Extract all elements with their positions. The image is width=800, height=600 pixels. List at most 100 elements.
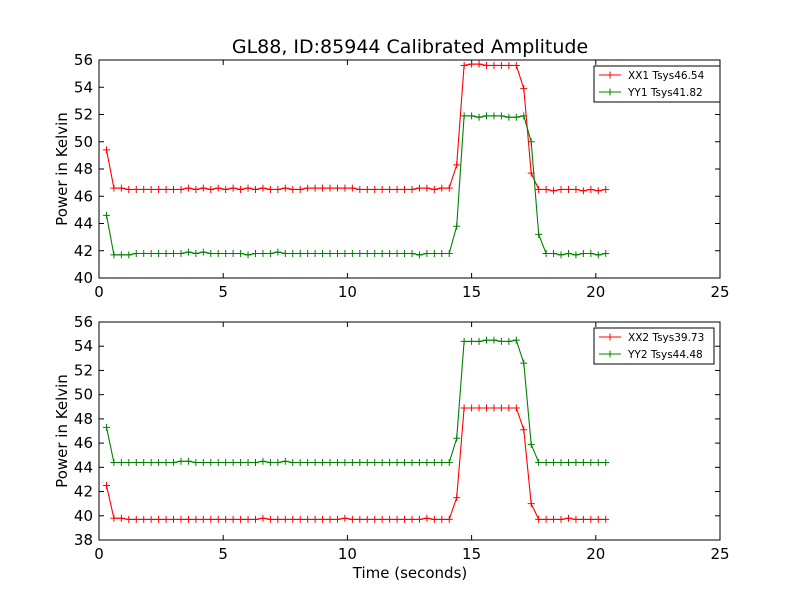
data-point-marker — [147, 185, 155, 193]
legend-label: XX2 Tsys39.73 — [628, 332, 704, 344]
y-tick-label: 38 — [74, 531, 93, 549]
data-point-marker — [490, 336, 498, 344]
data-point-marker — [535, 185, 543, 193]
data-point-marker — [184, 457, 192, 465]
data-point-marker — [132, 185, 140, 193]
data-point-marker — [311, 458, 319, 466]
data-point-marker — [602, 185, 610, 193]
data-point-marker — [550, 249, 558, 257]
data-point-marker — [475, 60, 483, 68]
data-point-marker — [162, 185, 170, 193]
legend-label: YY1 Tsys41.82 — [627, 87, 703, 99]
data-point-marker — [378, 185, 386, 193]
data-point-marker — [438, 515, 446, 523]
data-point-marker — [438, 249, 446, 257]
data-point-marker — [274, 515, 282, 523]
data-point-marker — [132, 515, 140, 523]
data-point-marker — [155, 458, 163, 466]
data-point-marker — [162, 458, 170, 466]
data-point-marker — [296, 515, 304, 523]
data-point-marker — [505, 61, 513, 69]
data-point-marker — [415, 515, 423, 523]
data-point-marker — [415, 184, 423, 192]
data-point-marker — [572, 515, 580, 523]
y-tick-label: 42 — [74, 242, 93, 260]
data-point-marker — [177, 457, 185, 465]
data-point-marker — [453, 494, 461, 502]
x-tick-label: 0 — [94, 283, 104, 301]
data-point-marker — [475, 404, 483, 412]
data-point-marker — [542, 249, 550, 257]
data-point-marker — [438, 184, 446, 192]
data-point-marker — [110, 251, 118, 259]
data-point-marker — [356, 458, 364, 466]
y-tick-label: 48 — [74, 410, 93, 428]
data-point-marker — [587, 458, 595, 466]
data-point-marker — [371, 515, 379, 523]
data-point-marker — [289, 515, 297, 523]
data-point-marker — [371, 249, 379, 257]
data-point-marker — [520, 112, 528, 120]
data-point-marker — [147, 458, 155, 466]
data-point-marker — [453, 434, 461, 442]
data-point-marker — [319, 515, 327, 523]
data-point-marker — [542, 185, 550, 193]
data-point-marker — [393, 458, 401, 466]
x-tick-label: 0 — [94, 545, 104, 563]
data-point-marker — [393, 185, 401, 193]
data-point-marker — [497, 404, 505, 412]
data-point-marker — [192, 185, 200, 193]
data-point-marker — [207, 515, 215, 523]
data-point-marker — [348, 515, 356, 523]
plot-panel-top: 0 5 10 15 20 25 40 42 44 46 48 50 52 54 56 Power in Kel… — [53, 51, 730, 301]
data-point-marker — [423, 514, 431, 522]
data-point-marker — [259, 457, 267, 465]
data-point-marker — [356, 515, 364, 523]
data-point-marker — [162, 515, 170, 523]
data-point-marker — [393, 515, 401, 523]
data-point-marker — [214, 249, 222, 257]
y-tick-label: 46 — [74, 434, 93, 452]
data-point-marker — [296, 458, 304, 466]
y-tick-label: 54 — [74, 78, 93, 96]
data-point-marker — [140, 515, 148, 523]
data-point-marker — [117, 458, 125, 466]
data-point-marker — [289, 185, 297, 193]
y-tick-label: 46 — [74, 187, 93, 205]
data-point-marker — [177, 249, 185, 257]
data-point-marker — [319, 458, 327, 466]
data-point-marker — [401, 515, 409, 523]
data-point-marker — [266, 515, 274, 523]
data-point-marker — [348, 184, 356, 192]
data-point-marker — [199, 458, 207, 466]
x-axis-label: Time (seconds) — [352, 564, 468, 582]
data-point-marker — [281, 249, 289, 257]
data-point-marker — [155, 249, 163, 257]
data-point-marker — [229, 184, 237, 192]
data-point-marker — [594, 251, 602, 259]
legend-label: YY2 Tsys44.48 — [627, 349, 703, 361]
data-point-marker — [229, 249, 237, 257]
data-point-marker — [348, 458, 356, 466]
data-point-marker — [311, 515, 319, 523]
data-point-marker — [468, 404, 476, 412]
data-point-marker — [110, 458, 118, 466]
data-point-marker — [326, 184, 334, 192]
data-point-marker — [386, 249, 394, 257]
data-point-marker — [497, 61, 505, 69]
data-point-marker — [445, 249, 453, 257]
data-point-marker — [326, 249, 334, 257]
data-point-marker — [535, 230, 543, 238]
data-point-marker — [550, 187, 558, 195]
data-point-marker — [483, 112, 491, 120]
y-tick-label: 50 — [74, 133, 93, 151]
data-point-marker — [117, 184, 125, 192]
data-point-marker — [475, 113, 483, 121]
legend-marker — [606, 71, 614, 79]
data-point-marker — [475, 337, 483, 345]
data-point-marker — [602, 249, 610, 257]
data-point-marker — [430, 185, 438, 193]
data-point-marker — [192, 515, 200, 523]
data-point-marker — [378, 515, 386, 523]
